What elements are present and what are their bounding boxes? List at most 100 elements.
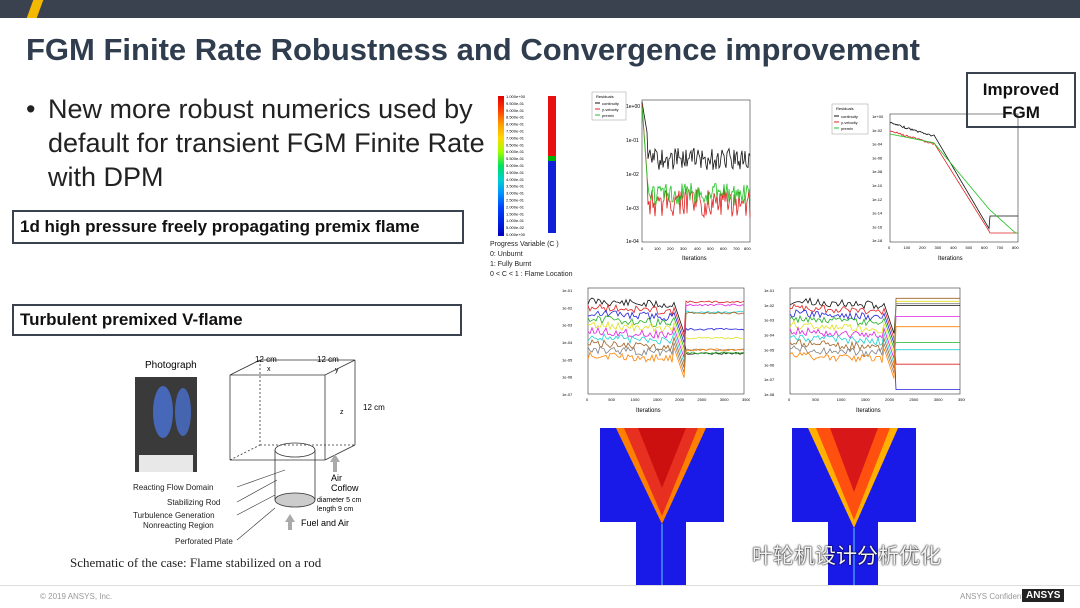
chart4-xticks: 0 500 1000 1500 2000 2500 3000 3500 xyxy=(788,397,965,402)
colorbar-tick: 6.000e-01 xyxy=(506,149,525,154)
chart2-premix-line xyxy=(889,133,1018,234)
colorbar-tick: 1.500e-01 xyxy=(506,211,525,216)
colorbar-tick: 5.500e-01 xyxy=(506,156,525,161)
residual_chart_3-series-line xyxy=(587,342,745,373)
slide-title: FGM Finite Rate Robustness and Convergen… xyxy=(26,32,920,67)
residual_chart_4-xtick: 1500 xyxy=(861,397,871,402)
colorbar-tick: 1.000e+00 xyxy=(506,94,526,99)
residual_chart_4-series-line xyxy=(789,314,960,350)
colorbar-legend-burnt: 1: Fully Burnt xyxy=(490,261,532,268)
improved-fgm-label: Improved FGM xyxy=(966,72,1076,128)
residual_chart_4-series-line xyxy=(789,297,960,334)
dim-z: 12 cm xyxy=(363,403,385,412)
footer: © 2019 ANSYS, Inc. ANSYS Confidential AN… xyxy=(0,585,1080,608)
residual_chart_3-ytick: 1e-02 xyxy=(562,305,573,310)
chart2-yvelocity-line xyxy=(889,130,1018,234)
chart1-ytick: 1e-02 xyxy=(626,172,639,178)
colorbar-tick: 3.500e-01 xyxy=(506,184,525,189)
chart1-xtick: 800 xyxy=(744,246,751,251)
v-flame-schematic: Photograph 12 cm x 12 cm y 12 cm z Air C… xyxy=(133,355,385,546)
residual-chart-1: Residuals continuity y-velocity premix 1… xyxy=(591,91,751,262)
colorbar-tick: 2.500e-01 xyxy=(506,198,525,203)
label-1d-flame: 1d high pressure freely propagating prem… xyxy=(12,210,464,244)
chart2-xtick: 0 xyxy=(888,245,891,250)
chart1-ytick: 1e-04 xyxy=(626,239,639,245)
chart2-ytick: 1e-10 xyxy=(872,183,883,188)
colorbar-tick: 5.000e-02 xyxy=(506,225,525,230)
accent-stripe xyxy=(26,0,44,18)
chart2-xtick: 200 xyxy=(919,245,926,250)
chart2-xlabel: Iterations xyxy=(938,256,963,262)
chart1-xticks: 0 100 200 300 400 500 600 700 800 xyxy=(641,246,751,251)
residual_chart_3-xtick: 2500 xyxy=(697,397,707,402)
residual_chart_4-ytick: 1e-03 xyxy=(764,318,775,323)
chart2-ytick: 1e-08 xyxy=(872,169,883,174)
chart1-xlabel: Iterations xyxy=(682,256,707,262)
residual-chart-2: Residuals continuity y-velocity premix 1… xyxy=(831,103,1019,262)
chart2-ytick: 1e-04 xyxy=(872,142,883,147)
colorbar-tick: 0.000e+00 xyxy=(506,232,526,237)
chart2-ytick: 1e-14 xyxy=(872,211,883,216)
residual_chart_3-xtick: 2000 xyxy=(675,397,685,402)
chart1-xtick: 100 xyxy=(654,246,661,251)
residual_chart_4-xtick: 3500 xyxy=(958,397,965,402)
axis-y: y xyxy=(335,367,339,374)
chart2-ytick: 1e-06 xyxy=(872,155,883,160)
chart1-xtick: 700 xyxy=(733,246,740,251)
footer-confidential: ANSYS Confidential xyxy=(960,592,1032,601)
label-nonreacting-region: Nonreacting Region xyxy=(143,521,214,530)
residual_chart_3-series-line xyxy=(587,320,744,353)
chart1-ytick: 1e+00 xyxy=(626,104,640,110)
chart2-xtick: 100 xyxy=(904,245,911,250)
label-v-flame: Turbulent premixed V-flame xyxy=(12,304,462,336)
label-reacting-domain: Reacting Flow Domain xyxy=(133,483,213,492)
residual_chart_4-series-line xyxy=(789,309,960,390)
residual_chart_3-series-line xyxy=(587,303,745,358)
residual_chart_4-xtick: 500 xyxy=(812,397,819,402)
axis-x: x xyxy=(267,366,271,373)
chart2-legend-continuity: continuity xyxy=(841,114,858,119)
chart1-yticks: 1e+00 1e-01 1e-02 1e-03 1e-04 xyxy=(626,104,640,245)
length-label: length 9 cm xyxy=(317,506,353,513)
chart2-ytick: 1e-02 xyxy=(872,128,883,133)
colorbar-legend-title: Progress Variable (C ) xyxy=(490,241,559,248)
chart3-yticks: 1e-01 1e-02 1e-03 1e-04 1e-05 1e-06 1e-07 xyxy=(562,288,573,397)
chart2-ytick: 1e-18 xyxy=(872,238,883,243)
watermark: 叶轮机设计分析优化 xyxy=(752,544,941,568)
residual_chart_3-ytick: 1e-06 xyxy=(562,375,573,380)
chart1-legend-yvelocity: y-velocity xyxy=(602,107,619,112)
chart2-legend-yvelocity: y-velocity xyxy=(841,120,858,125)
diameter-label: diameter 5 cm xyxy=(317,497,362,504)
chart2-yticks: 1e+00 1e-02 1e-04 1e-06 1e-08 1e-10 1e-12 1e-14… xyxy=(872,114,884,243)
schematic-labels: Reacting Flow Domain Stabilizing Rod Tur… xyxy=(133,483,233,546)
residual_chart_3-ytick: 1e-03 xyxy=(562,323,573,328)
chart3-xlabel: Iterations xyxy=(636,408,661,414)
chart1-legend-title: Residuals xyxy=(596,94,614,99)
axis-z: z xyxy=(340,409,344,416)
chart2-xtick: 500 xyxy=(966,245,973,250)
leader-lines xyxy=(236,469,286,541)
colorbar-gradient xyxy=(498,96,504,236)
residual_chart_4-series-line xyxy=(789,316,960,359)
residual_chart_4-ytick: 1e-07 xyxy=(764,377,775,382)
chart1-ytick: 1e-03 xyxy=(626,206,639,212)
chart3-lines xyxy=(587,297,745,378)
residual_chart_4-ytick: 1e-04 xyxy=(764,333,775,338)
colorbar-legend: Progress Variable (C ) 0: Unburnt 1: Ful… xyxy=(490,240,573,280)
improved-line-2: FGM xyxy=(1002,103,1040,122)
v-flame-contour-baseline xyxy=(600,428,724,586)
residual_chart_3-ytick: 1e-05 xyxy=(562,357,573,362)
chart1-xtick: 500 xyxy=(707,246,714,251)
residual_chart_3-xtick: 1000 xyxy=(631,397,641,402)
residual_chart_4-ytick: 1e-08 xyxy=(764,392,775,397)
residual_chart_4-xtick: 2500 xyxy=(909,397,919,402)
colorbar-tick: 9.500e-01 xyxy=(506,101,525,106)
label-stabilizing-rod: Stabilizing Rod xyxy=(167,498,220,507)
label-perforated-plate: Perforated Plate xyxy=(175,537,233,546)
residual_chart_3-ytick: 1e-01 xyxy=(562,288,573,293)
colorbar-tick: 4.500e-01 xyxy=(506,170,525,175)
chart1-ytick: 1e-01 xyxy=(626,138,639,144)
residual_chart_4-ytick: 1e-01 xyxy=(764,288,775,293)
colorbar-tick: 9.000e-01 xyxy=(506,108,525,113)
rod-cylinder xyxy=(274,442,316,500)
